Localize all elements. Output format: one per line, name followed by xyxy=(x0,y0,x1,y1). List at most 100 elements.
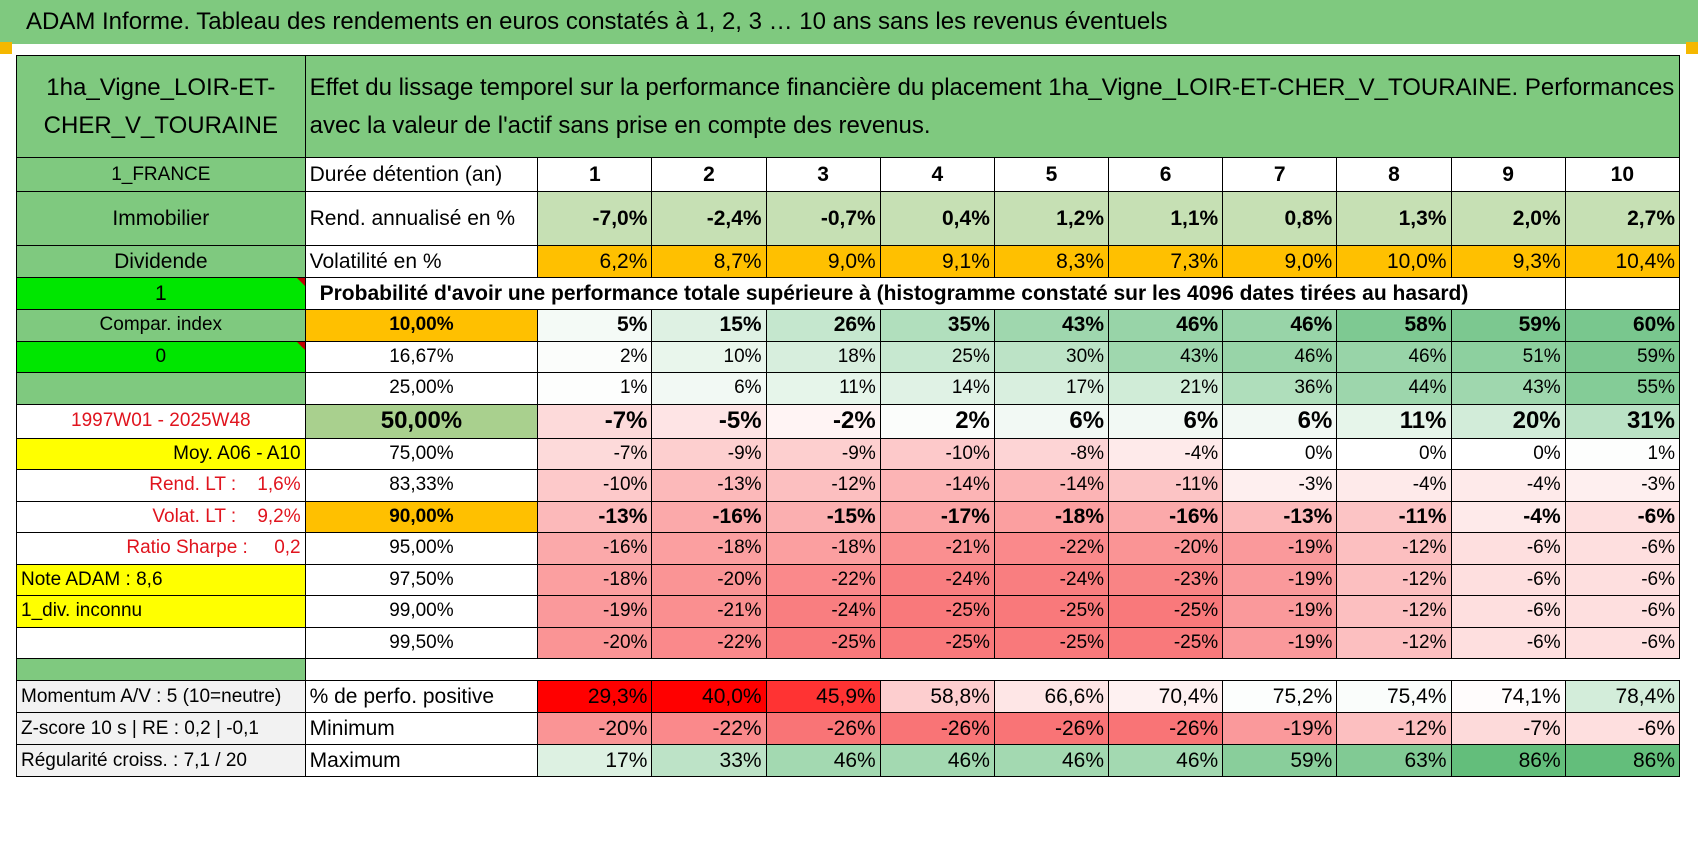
probability-cell: 46% xyxy=(1336,340,1452,373)
quantile-threshold: 10,00% xyxy=(304,309,539,342)
quantile-threshold: 75,00% xyxy=(304,437,539,470)
probability-cell: -4% xyxy=(1450,469,1566,502)
year-header: 2 xyxy=(651,157,767,192)
regularity-label: Régularité croiss. : 7,1 / 20 xyxy=(16,744,306,777)
probability-cell: -20% xyxy=(537,626,653,659)
compar-index-value: 0 xyxy=(16,340,306,373)
probability-cell: -22% xyxy=(651,626,767,659)
probability-cell: -19% xyxy=(1222,532,1338,565)
year-header: 4 xyxy=(879,157,995,192)
year-header: 3 xyxy=(765,157,881,192)
country-label: 1_FRANCE xyxy=(16,157,306,192)
probability-cell: -24% xyxy=(879,563,995,596)
maximum-cell: 63% xyxy=(1336,744,1452,777)
quantile-row: 0 16,67% 2% 10% 18% 25% 30% 43% 46% 46% 51% 59% xyxy=(16,340,1681,373)
annual-return-cell: -7,0% xyxy=(537,191,653,246)
duration-row: 1_FRANCE Durée détention (an) 1 2 3 4 5 6 7 8 9 10 xyxy=(16,157,1681,192)
probability-cell: -18% xyxy=(993,500,1110,533)
probability-cell: -18% xyxy=(765,532,881,565)
probability-cell: -25% xyxy=(879,595,995,628)
probability-cell: 17% xyxy=(993,372,1110,405)
probability-cell: -25% xyxy=(1108,595,1224,628)
annual-return-cell: 0,4% xyxy=(879,191,995,246)
volatility-cell: 10,4% xyxy=(1564,245,1681,278)
maximum-cell: 46% xyxy=(879,744,995,777)
volatility-row: Dividende Volatilité en % 6,2% 8,7% 9,0% 9,1%… xyxy=(16,245,1681,278)
momentum-label: Momentum A/V : 5 (10=neutre) xyxy=(16,680,306,713)
probability-cell: -16% xyxy=(537,532,653,565)
description: Effet du lissage temporel sur la perform… xyxy=(304,55,1681,158)
year-header: 9 xyxy=(1450,157,1566,192)
probability-cell: -23% xyxy=(1108,563,1224,596)
probability-cell: -4% xyxy=(1450,500,1566,533)
year-header: 6 xyxy=(1108,157,1224,192)
volatility-cell: 8,3% xyxy=(993,245,1110,278)
probability-cell: -5% xyxy=(651,403,767,439)
quantile-threshold: 50,00% xyxy=(304,403,539,439)
zscore-label: Z-score 10 s | RE : 0,2 | -0,1 xyxy=(16,712,306,745)
probability-cell: 59% xyxy=(1564,340,1681,373)
year-header: 7 xyxy=(1222,157,1338,192)
probability-cell: 58% xyxy=(1336,309,1452,342)
period-label: 1997W01 - 2025W48 xyxy=(16,403,306,439)
probability-cell: 46% xyxy=(1222,340,1338,373)
probability-cell: -8% xyxy=(993,437,1110,470)
minimum-cell: -22% xyxy=(651,712,767,745)
minimum-cell: -26% xyxy=(1108,712,1224,745)
minimum-cell: -6% xyxy=(1564,712,1681,745)
probability-cell: -7% xyxy=(537,403,653,439)
probability-cell: 0% xyxy=(1336,437,1452,470)
adam-note: Note ADAM : 8,6 xyxy=(16,563,306,596)
probability-cell: -25% xyxy=(1108,626,1224,659)
probability-cell: 59% xyxy=(1450,309,1566,342)
probability-cell: -13% xyxy=(1222,500,1338,533)
probability-cell: -3% xyxy=(1564,469,1681,502)
probability-cell: 11% xyxy=(765,372,881,405)
probability-cell: 18% xyxy=(765,340,881,373)
probability-cell: -2% xyxy=(765,403,881,439)
probability-cell: 15% xyxy=(651,309,767,342)
quantile-row: 1997W01 - 2025W48 50,00% -7% -5% -2% 2% 6% 6% 6%… xyxy=(16,403,1681,439)
dividend-value: 1 xyxy=(16,277,306,310)
year-header: 1 xyxy=(537,157,653,192)
probability-cell: 35% xyxy=(879,309,995,342)
annual-return-cell: 1,1% xyxy=(1108,191,1224,246)
probability-cell: -4% xyxy=(1108,437,1224,470)
year-header: 8 xyxy=(1336,157,1452,192)
average-label: Moy. A06 - A10 xyxy=(16,437,306,470)
probability-cell: -15% xyxy=(765,500,881,533)
left-marker xyxy=(0,42,12,54)
probability-cell: -6% xyxy=(1564,500,1681,533)
minimum-cell: -26% xyxy=(993,712,1110,745)
probability-cell: 44% xyxy=(1336,372,1452,405)
quantile-row: Compar. index 10,00% 5% 15% 26% 35% 43% 46% 46% 5… xyxy=(16,309,1681,342)
probability-cell: 55% xyxy=(1564,372,1681,405)
probability-cell: -11% xyxy=(1108,469,1224,502)
probability-cell: -6% xyxy=(1564,563,1681,596)
maximum-cell: 46% xyxy=(993,744,1110,777)
quantile-threshold: 95,00% xyxy=(304,532,539,565)
probability-cell: 6% xyxy=(1108,403,1224,439)
quantile-threshold: 99,50% xyxy=(304,626,539,659)
minimum-cell: -7% xyxy=(1450,712,1566,745)
quantile-threshold: 16,67% xyxy=(304,340,539,373)
probability-cell: 0% xyxy=(1450,437,1566,470)
probability-cell: -18% xyxy=(651,532,767,565)
probability-cell: 2% xyxy=(879,403,995,439)
annual-return-cell: -2,4% xyxy=(651,191,767,246)
volatility-cell: 10,0% xyxy=(1336,245,1452,278)
volatility-cell: 9,0% xyxy=(1222,245,1338,278)
sharpe-ratio: Ratio Sharpe : 0,2 xyxy=(16,532,306,565)
probability-cell: 60% xyxy=(1564,309,1681,342)
positive-pct-cell: 45,9% xyxy=(765,680,881,713)
probability-cell: 6% xyxy=(1222,403,1338,439)
empty-cell xyxy=(16,626,306,659)
positive-pct-cell: 29,3% xyxy=(537,680,653,713)
volatility-cell: 9,1% xyxy=(879,245,995,278)
annual-return-cell: 2,7% xyxy=(1564,191,1681,246)
quantile-row: Rend. LT : 1,6% 83,33% -10% -13% -12% -14% -14… xyxy=(16,469,1681,502)
probability-cell: 1% xyxy=(537,372,653,405)
probability-cell: -7% xyxy=(537,437,653,470)
duration-label: Durée détention (an) xyxy=(304,157,539,192)
probability-cell: 43% xyxy=(1450,372,1566,405)
